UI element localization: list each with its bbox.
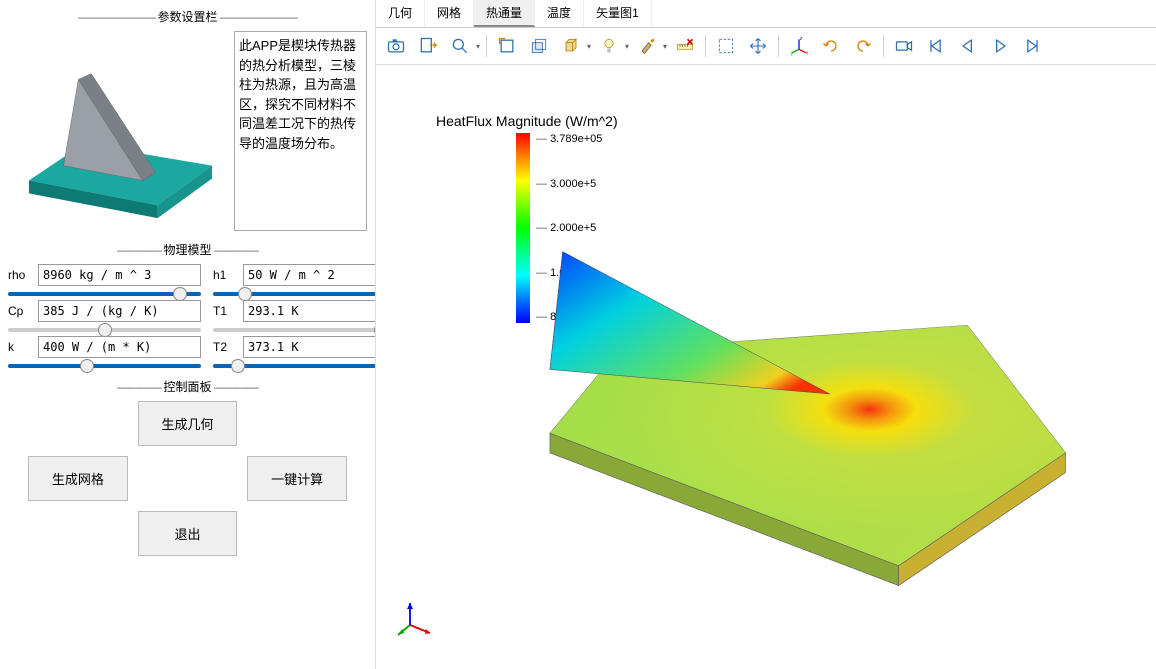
label-k: k — [8, 340, 34, 354]
input-rho[interactable] — [38, 264, 201, 286]
input-t1[interactable] — [243, 300, 375, 322]
section-title-model: 物理模型 — [8, 241, 367, 258]
tabs: 几何 网格 热通量 温度 矢量图1 — [376, 0, 1156, 28]
label-t2: T2 — [213, 340, 239, 354]
move-icon[interactable] — [744, 32, 772, 60]
slider-rho[interactable] — [8, 292, 201, 296]
controls-grid: 生成几何 生成网格 一键计算 退出 — [8, 401, 367, 556]
rotate-ccw-icon[interactable] — [817, 32, 845, 60]
select-marquee-icon[interactable] — [712, 32, 740, 60]
axes-xyz-icon[interactable]: x y z — [785, 32, 813, 60]
input-t2[interactable] — [243, 336, 375, 358]
input-h1[interactable] — [243, 264, 375, 286]
slider-k[interactable] — [8, 364, 201, 368]
btn-one-click[interactable]: 一键计算 — [247, 456, 347, 501]
brush-icon[interactable] — [633, 32, 661, 60]
axis-triad-icon — [396, 599, 436, 639]
select-rect-icon[interactable] — [493, 32, 521, 60]
skip-prev-icon[interactable] — [922, 32, 950, 60]
light-icon[interactable] — [595, 32, 623, 60]
geometry-preview — [8, 31, 228, 231]
zoom-icon[interactable] — [446, 32, 474, 60]
fields-grid: rho h1 Cp T1 — [8, 264, 367, 368]
tab-vector1[interactable]: 矢量图1 — [584, 0, 652, 27]
btn-exit[interactable]: 退出 — [138, 511, 238, 556]
main-panel: 几何 网格 热通量 温度 矢量图1 ▾ ▾ ▾ ▾ xyz — [375, 0, 1156, 669]
slider-t2[interactable] — [213, 364, 375, 368]
ruler-delete-icon[interactable] — [671, 32, 699, 60]
tab-heatflux[interactable]: 热通量 — [474, 0, 535, 27]
slider-h1[interactable] — [213, 292, 375, 296]
cube-icon[interactable] — [557, 32, 585, 60]
tab-geometry[interactable]: 几何 — [376, 0, 425, 27]
section-title-ctrl: 控制面板 — [8, 378, 367, 395]
slider-cp[interactable] — [8, 328, 201, 332]
label-rho: rho — [8, 268, 34, 282]
rotate-cw-icon[interactable] — [849, 32, 877, 60]
btn-gen-mesh[interactable]: 生成网格 — [28, 456, 128, 501]
toolbar: ▾ ▾ ▾ ▾ xyz — [376, 28, 1156, 65]
svg-text:y: y — [791, 50, 794, 56]
svg-text:x: x — [806, 50, 809, 56]
tab-mesh[interactable]: 网格 — [425, 0, 474, 27]
video-camera-icon[interactable] — [890, 32, 918, 60]
slider-t1[interactable] — [213, 328, 375, 332]
scene-svg — [376, 65, 1156, 669]
prev-icon[interactable] — [954, 32, 982, 60]
section-title-params: 参数设置栏 — [8, 8, 367, 25]
label-t1: T1 — [213, 304, 239, 318]
camera-icon[interactable] — [382, 32, 410, 60]
input-cp[interactable] — [38, 300, 201, 322]
input-k[interactable] — [38, 336, 201, 358]
box-icon[interactable] — [525, 32, 553, 60]
sidebar: 参数设置栏 此APP是楔块传热器的热分析模型，三棱柱为热源，且为高温区，探究不同… — [0, 0, 375, 669]
tab-temperature[interactable]: 温度 — [535, 0, 584, 27]
svg-text:z: z — [800, 36, 803, 42]
label-cp: Cp — [8, 304, 34, 318]
viewport-3d[interactable]: HeatFlux Magnitude (W/m^2) — [376, 65, 1156, 669]
description-box: 此APP是楔块传热器的热分析模型，三棱柱为热源，且为高温区，探究不同材料不同温差… — [234, 31, 367, 231]
skip-next-icon[interactable] — [1018, 32, 1046, 60]
export-icon[interactable] — [414, 32, 442, 60]
btn-gen-geom[interactable]: 生成几何 — [138, 401, 238, 446]
next-icon[interactable] — [986, 32, 1014, 60]
label-h1: h1 — [213, 268, 239, 282]
preview-row: 此APP是楔块传热器的热分析模型，三棱柱为热源，且为高温区，探究不同材料不同温差… — [8, 31, 367, 231]
